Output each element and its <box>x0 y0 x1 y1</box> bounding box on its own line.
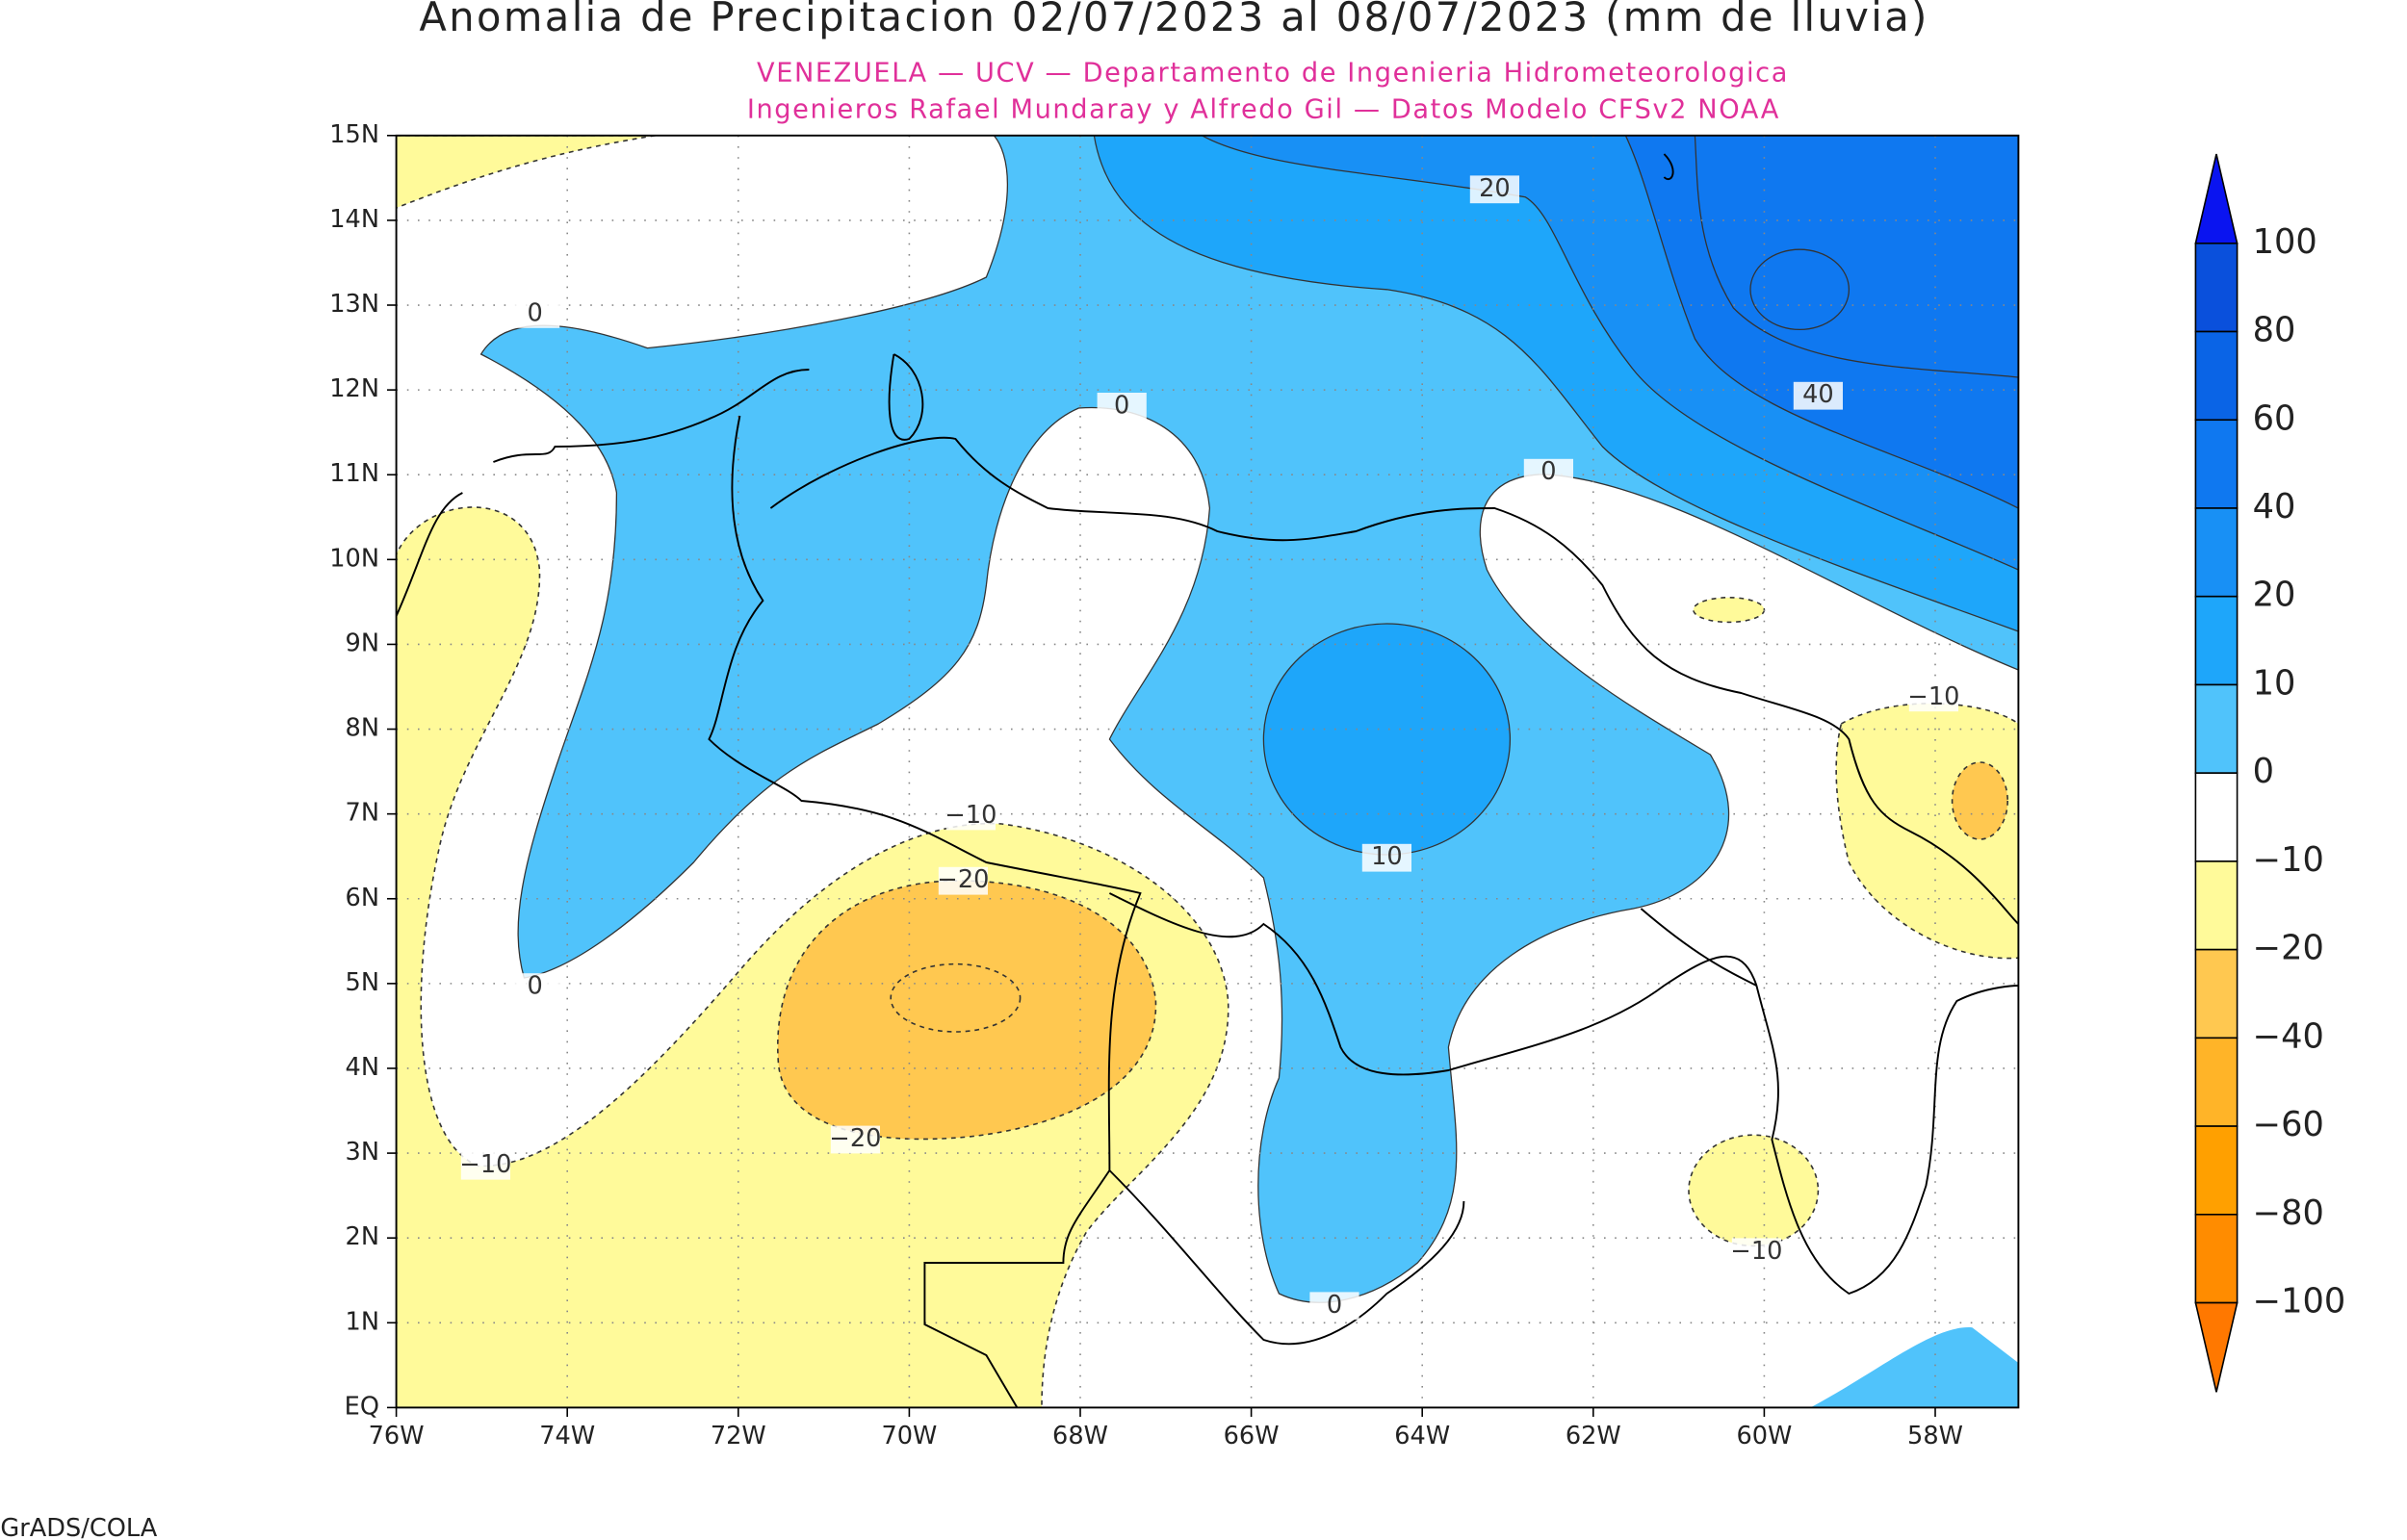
contour <box>1749 248 1851 331</box>
contour-label-bg <box>1523 458 1573 487</box>
colorbar-label: −10 <box>2253 840 2324 880</box>
colorbar-box <box>2194 419 2239 509</box>
contour-label: −10 <box>945 801 996 830</box>
y-tick-label: 10N <box>329 544 379 573</box>
contour-label-bg <box>1361 843 1411 872</box>
coastlines <box>396 153 2019 1408</box>
colorbar-label: −100 <box>2253 1282 2346 1322</box>
colorbar-label: 20 <box>2253 576 2296 615</box>
colorbar-label: −60 <box>2253 1105 2324 1144</box>
contour-label-bg <box>1309 1292 1359 1321</box>
region-neg10 <box>1693 597 1766 624</box>
colorbar-box <box>2194 1037 2239 1127</box>
colorbar-box <box>2194 507 2239 598</box>
colorbar-label: −40 <box>2253 1016 2324 1056</box>
colorbar-box <box>2194 948 2239 1040</box>
contour-label-bg <box>830 1125 880 1154</box>
colorbar-box <box>2194 772 2239 862</box>
contour-label: −20 <box>829 1124 881 1153</box>
y-tick-label: 9N <box>346 629 379 657</box>
contour-label: 0 <box>527 972 542 1001</box>
colorbar-label: 60 <box>2253 398 2296 438</box>
contour-label: −10 <box>1907 682 1959 711</box>
contour <box>1694 135 2019 378</box>
x-tick-label: 76W <box>369 1422 425 1450</box>
x-tick-label: 70W <box>881 1422 937 1450</box>
contour-label-bg <box>1793 381 1843 410</box>
y-tick-label: 8N <box>346 714 379 743</box>
footer: GrADS/COLA <box>0 1514 157 1540</box>
x-tick-label: 74W <box>539 1422 595 1450</box>
colorbar-box <box>2194 330 2239 422</box>
contour-label: −20 <box>937 865 989 894</box>
region-pos10 <box>1262 623 1512 856</box>
region-neg10 <box>396 135 656 209</box>
region-neg20 <box>776 880 1157 1141</box>
x-tick-label: 66W <box>1224 1422 1280 1450</box>
contour-label-bg <box>1731 1238 1781 1267</box>
colorbar-label: 100 <box>2253 222 2317 262</box>
y-tick-label: 11N <box>329 459 379 488</box>
contour-label-bg <box>1908 683 1958 712</box>
colorbar-box <box>2194 860 2239 951</box>
x-tick-label: 60W <box>1736 1422 1792 1450</box>
contour-label: 20 <box>1479 174 1511 203</box>
colorbar-box <box>2194 1125 2239 1216</box>
region-pos0 <box>1810 1327 2019 1408</box>
title: Anomalia de Precipitacion 02/07/2023 al … <box>419 0 1928 40</box>
x-tick-label: 62W <box>1566 1422 1621 1450</box>
contour-label: −10 <box>459 1150 511 1179</box>
map-frame <box>395 134 2020 1409</box>
contour <box>890 962 1022 1033</box>
contour-label-bg <box>510 300 560 328</box>
y-tick-label: 14N <box>329 205 379 234</box>
contour-label: 0 <box>1540 457 1556 486</box>
colorbar-label: −80 <box>2253 1194 2324 1233</box>
colorbar-box <box>2194 595 2239 686</box>
y-tick-label: 1N <box>346 1307 379 1336</box>
x-tick-label: 58W <box>1907 1422 1963 1450</box>
colorbar-label: 80 <box>2253 311 2296 350</box>
contour-label: 0 <box>1327 1291 1342 1320</box>
y-tick-label: 13N <box>329 290 379 319</box>
x-tick-label: 64W <box>1394 1422 1450 1450</box>
y-tick-label: 4N <box>346 1053 379 1082</box>
colorbar-label: −20 <box>2253 929 2324 968</box>
y-tick-label: 5N <box>346 968 379 997</box>
colorbar-label: 0 <box>2253 752 2274 791</box>
map-area <box>396 135 2019 1408</box>
x-tick-label: 72W <box>711 1422 766 1450</box>
y-tick-label: EQ <box>345 1392 379 1421</box>
colorbar-arrow <box>2194 153 2239 244</box>
region-neg20 <box>1951 761 2008 840</box>
y-tick-label: 6N <box>346 884 379 912</box>
y-tick-label: 12N <box>329 374 379 403</box>
colorbar-label: 40 <box>2253 487 2296 526</box>
contour-label-bg <box>510 973 560 1001</box>
x-tick-label: 68W <box>1052 1422 1108 1450</box>
y-tick-label: 3N <box>346 1138 379 1167</box>
subtitle: Ingenieros Rafael Mundaray y Alfredo Gil… <box>747 95 1780 125</box>
colorbar-box <box>2194 1214 2239 1304</box>
contour-label: 40 <box>1802 380 1834 409</box>
contour-label-bg <box>460 1151 510 1180</box>
y-tick-label: 7N <box>346 799 379 828</box>
subtitle: VENEZUELA — UCV — Departamento de Ingeni… <box>757 58 1789 88</box>
contour-label-bg <box>945 802 996 831</box>
colorbar-box <box>2194 683 2239 774</box>
colorbar-arrow <box>2194 1301 2239 1393</box>
contour-label: 10 <box>1371 842 1403 871</box>
contour-label-bg <box>938 866 988 895</box>
colorbar-box <box>2194 243 2239 333</box>
contour-label-bg <box>1469 175 1519 204</box>
contour-label-bg <box>1097 393 1147 421</box>
y-tick-label: 2N <box>346 1222 379 1251</box>
colorbar-label: 10 <box>2253 663 2296 703</box>
contour-label: 0 <box>1114 391 1129 420</box>
y-tick-label: 15N <box>329 120 379 149</box>
contour-label: 0 <box>527 298 542 327</box>
contour-label: −10 <box>1730 1237 1782 1266</box>
